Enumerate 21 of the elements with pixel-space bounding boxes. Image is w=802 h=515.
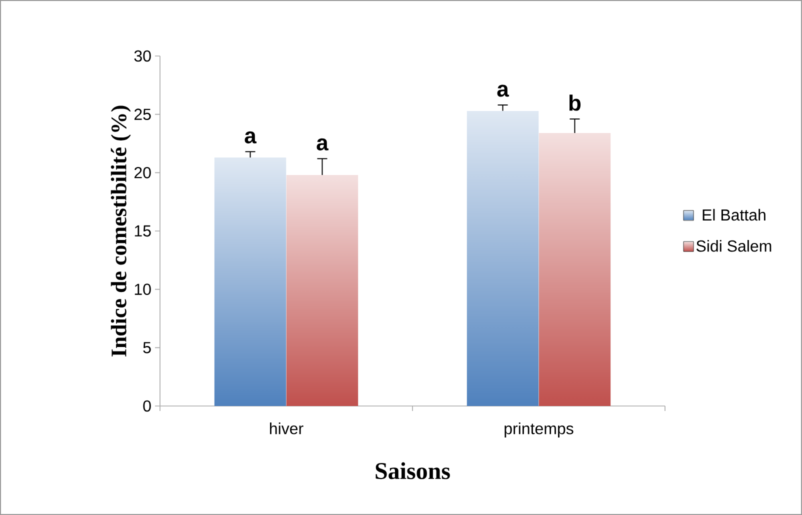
legend-label: Sidi Salem (696, 240, 772, 252)
bar (214, 158, 286, 406)
bar (466, 111, 539, 406)
y-axis-title: Indice de comestibilité (%) (110, 106, 131, 356)
annotation: a (497, 84, 510, 97)
annotation: a (244, 131, 257, 144)
x-tick-label: printemps (504, 422, 574, 438)
y-tick-label: 5 (143, 342, 151, 354)
x-axis-title: Saisons (376, 462, 450, 480)
annotation: b (569, 94, 581, 111)
y-tick-label: 10 (134, 284, 151, 295)
y-tick-label: 30 (134, 50, 151, 62)
x-tick-label: hiver (270, 422, 304, 434)
y-tick-label: 25 (134, 108, 151, 120)
bar (286, 175, 358, 406)
y-tick-label: 0 (143, 400, 151, 412)
y-tick-label: 20 (134, 167, 151, 178)
legend-label: El Battah (702, 208, 766, 221)
annotation: a (316, 138, 328, 150)
bar (538, 133, 611, 406)
y-tick-label: 15 (134, 225, 151, 237)
